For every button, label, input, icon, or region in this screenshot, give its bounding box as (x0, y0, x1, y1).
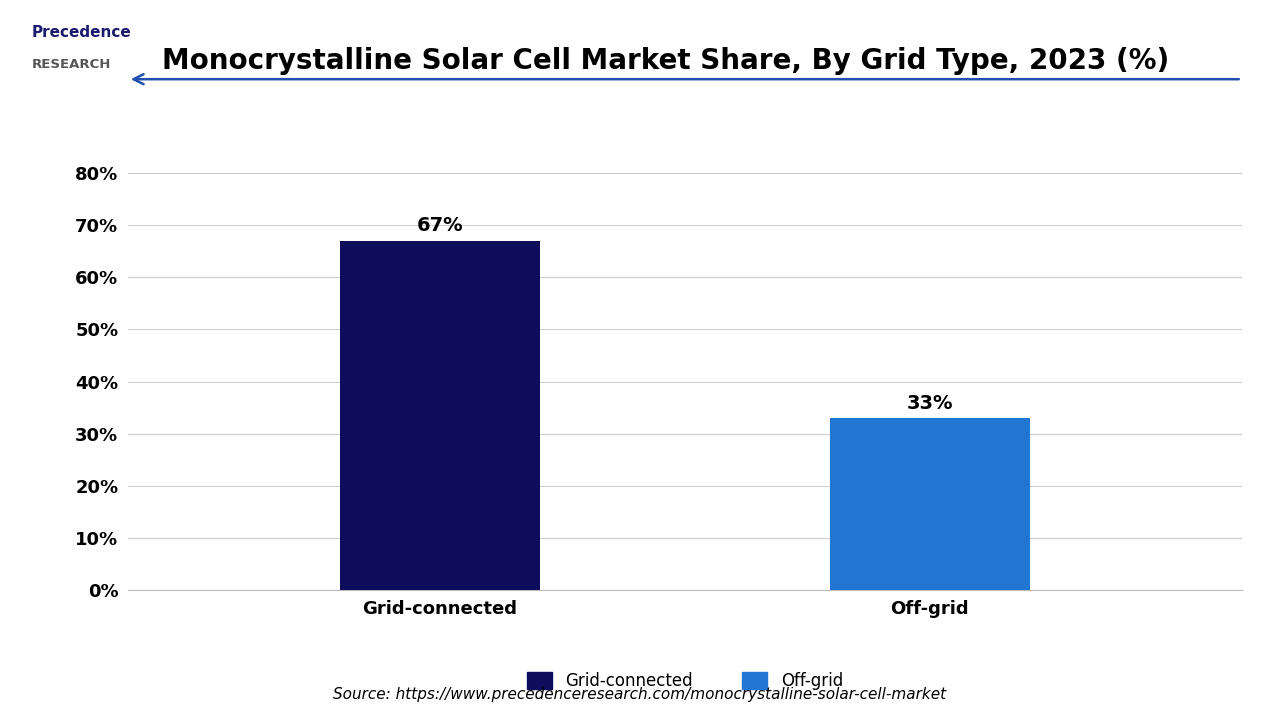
Text: Precedence: Precedence (32, 25, 132, 40)
Text: 33%: 33% (906, 394, 954, 413)
Text: Monocrystalline Solar Cell Market Share, By Grid Type, 2023 (%): Monocrystalline Solar Cell Market Share,… (163, 47, 1169, 75)
Bar (829, 418, 1030, 590)
Bar (339, 240, 540, 590)
Text: Source: https://www.precedenceresearch.com/monocrystalline-solar-cell-market: Source: https://www.precedenceresearch.c… (333, 687, 947, 702)
Text: 67%: 67% (416, 217, 463, 235)
Legend: Grid-connected, Off-grid: Grid-connected, Off-grid (520, 665, 850, 697)
Text: RESEARCH: RESEARCH (32, 58, 111, 71)
